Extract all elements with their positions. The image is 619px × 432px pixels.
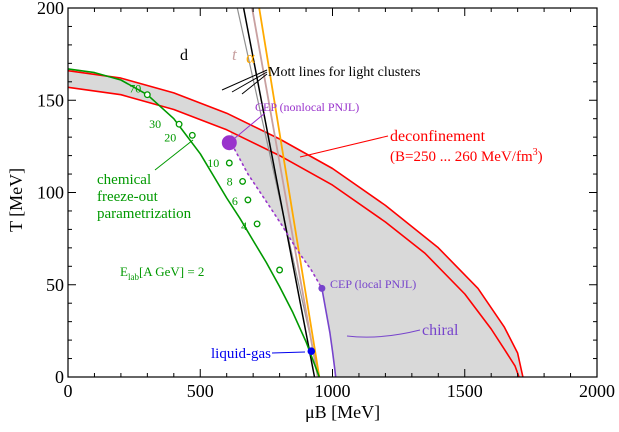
freezeout-label-10: 10 [207,156,219,170]
label-cep-local: CEP (local PNJL) [330,277,416,291]
label-mott: Mott lines for light clusters [268,65,420,80]
annotation-layer: d t α Mott lines for light clusters CEP … [6,45,543,422]
y-tick-label-0: 0 [55,367,64,387]
cep-region-fill [230,131,519,377]
series-mott-deuteron [242,7,316,378]
liquid-gas-pointer [271,351,306,354]
label-t: t [232,45,238,64]
mott-pointer-1 [221,69,268,91]
cep-local-marker [318,284,326,292]
label-deconfinement: deconfinement [390,128,486,145]
y-tick-label-200: 200 [37,0,64,18]
freezeout-point-70 [143,91,151,99]
y-axis-label: T [MeV] [6,168,26,232]
series-deconfinement-upper [67,69,524,378]
label-deconf-params: (B=250 ... 260 MeV/fm3) [390,147,543,165]
freezeout-label-8: 8 [227,174,233,188]
mott-pointer-3 [241,73,268,95]
freezeout-point-10 [225,159,233,167]
freezeout-label-70: 70 [129,82,141,96]
cep-nonlocal-pointer [234,112,266,139]
mott-pointer-2 [231,71,268,93]
label-liquid-gas: liquid-gas [211,346,271,362]
x-tick-label-500: 500 [187,381,214,401]
series-nonlocal-boundary [231,143,323,290]
freezeout-point-20 [188,131,196,139]
freezeout-point-8 [239,177,247,185]
chiral-pointer [346,329,421,338]
freezeout-label-20: 20 [164,130,176,144]
series-mott-alpha [258,7,321,378]
liquid-gas-marker [307,347,316,356]
tick-layer: 0 500 1000 1500 2000 0 50 100 150 200 [37,0,615,401]
band-layer [68,70,523,377]
y-tick-label-50: 50 [46,275,64,295]
label-alpha: α [246,48,255,67]
deconf-pointer [299,135,389,158]
curve-layer [67,7,524,378]
freezeout-label-6: 6 [232,194,238,208]
freezeout-point-2 [276,266,284,274]
series-mott-triton [251,7,319,378]
freezeout-point-30 [175,120,183,128]
x-tick-label-0: 0 [64,381,73,401]
label-cep-nonlocal: CEP (nonlocal PNJL) [255,100,359,114]
freezeout-pointer [154,139,194,171]
label-chiral: chiral [422,322,459,339]
x-tick-label-2000: 2000 [579,381,615,401]
label-freezeout-2: freeze-out [97,189,159,205]
cep-nonlocal-marker [221,135,237,151]
freezeout-point-4 [253,220,261,228]
freezeout-label-4: 4 [241,219,247,233]
freezeout-label-30: 30 [149,117,161,131]
label-d: d [180,47,188,64]
series-freezeout [67,68,321,378]
label-freezeout-1: chemical [97,172,151,188]
y-tick-label-150: 150 [37,90,64,110]
x-axis-label: μB [MeV] [305,402,380,422]
series-deconfinement-lower [67,86,520,378]
freezeout-point-6 [244,196,252,204]
label-elab: Elab[A GeV] = 2 [120,264,204,282]
x-tick-label-1500: 1500 [447,381,483,401]
label-freezeout-3: parametrization [97,206,192,222]
series-chiral [321,288,337,378]
y-tick-label-100: 100 [37,183,64,203]
x-tick-label-1000: 1000 [315,381,351,401]
